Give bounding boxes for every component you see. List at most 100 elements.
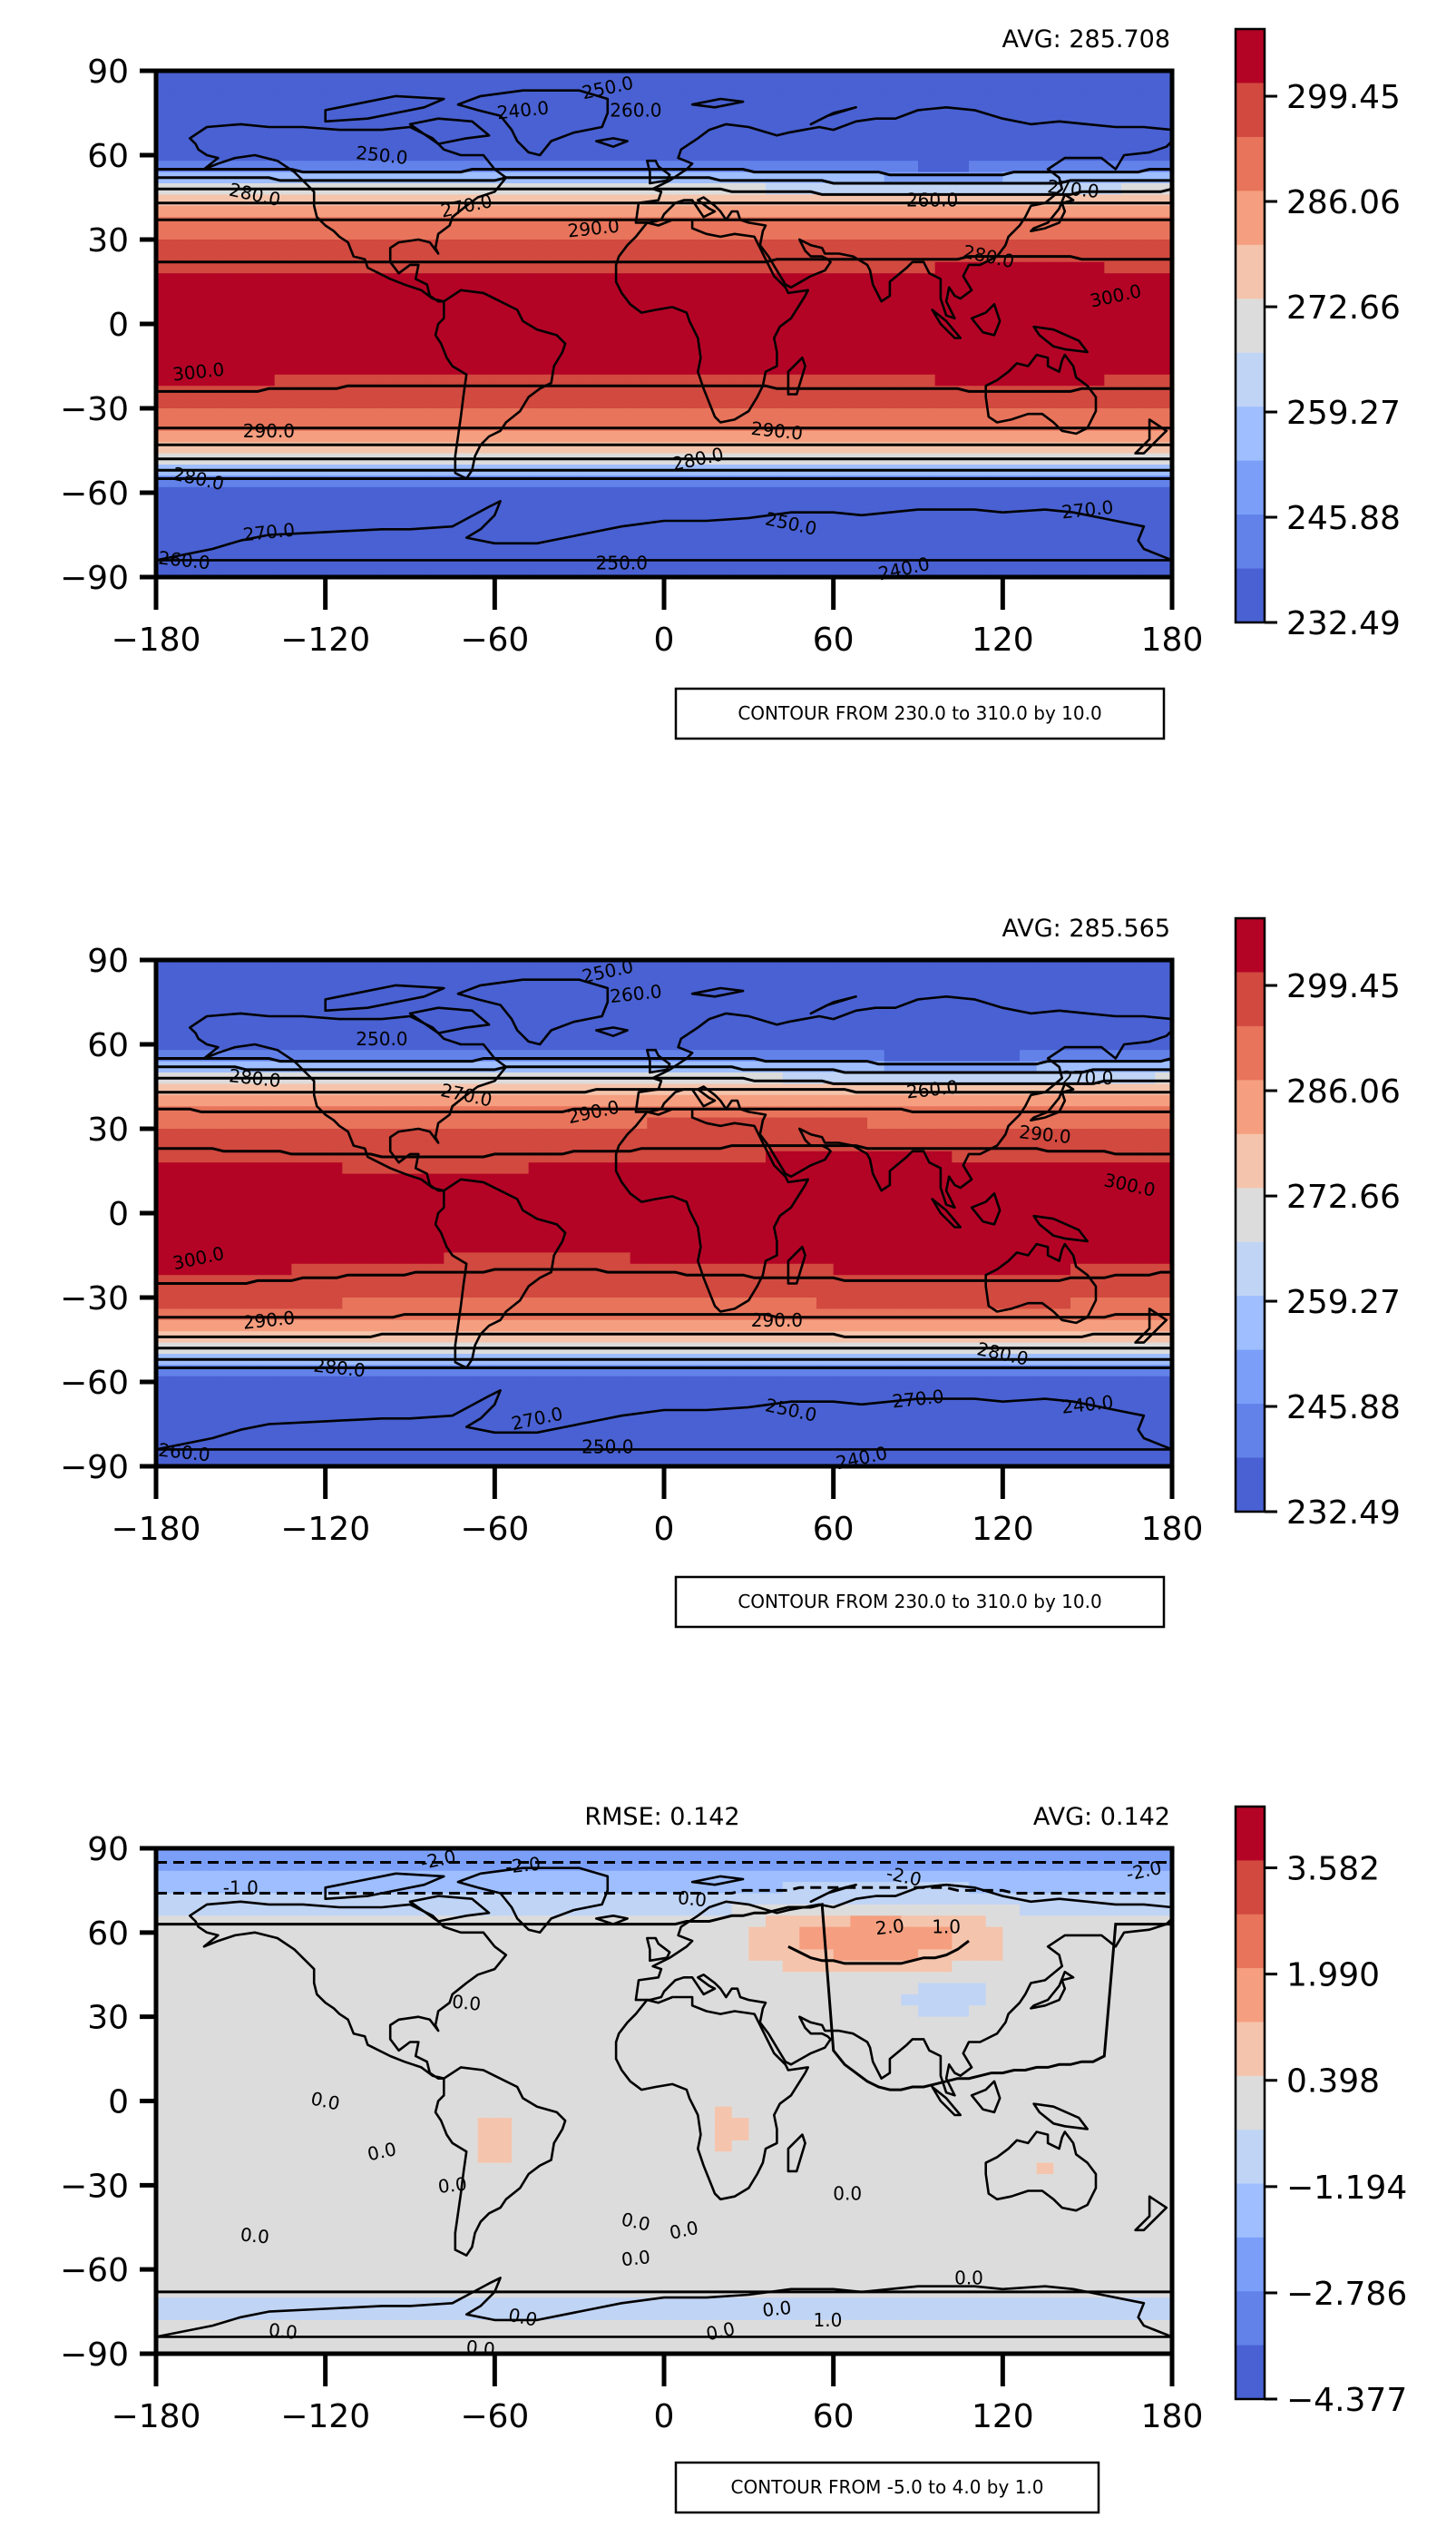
field-cell: [274, 1298, 292, 1309]
field-cell: [528, 340, 546, 353]
field-cell: [528, 971, 546, 984]
field-cell: [562, 1004, 581, 1017]
field-cell: [545, 82, 563, 94]
field-cell: [342, 340, 360, 353]
field-cell: [494, 352, 513, 364]
field-cell: [647, 115, 665, 128]
field-cell: [613, 363, 631, 376]
field-cell: [172, 1196, 191, 1209]
field-cell: [258, 960, 276, 972]
field-cell: [1138, 1219, 1156, 1231]
field-cell: [816, 340, 835, 353]
field-cell: [766, 149, 784, 162]
field-cell: [207, 430, 225, 443]
field-cell: [1036, 149, 1054, 162]
field-cell: [766, 971, 784, 984]
field-cell: [1020, 430, 1038, 443]
field-cell: [969, 982, 987, 994]
field-cell: [258, 93, 276, 105]
field-cell: [477, 1004, 495, 1017]
field-cell: [494, 228, 513, 240]
field-cell: [850, 982, 868, 994]
field-cell: [308, 228, 327, 240]
field-cell: [731, 352, 749, 364]
field-cell: [698, 1162, 716, 1175]
field-cell: [731, 1129, 749, 1141]
field-cell: [884, 543, 902, 555]
field-cell: [274, 1117, 292, 1130]
field-cell: [918, 363, 936, 376]
field-cell: [918, 205, 936, 218]
map-field: [156, 71, 1172, 577]
field-cell: [934, 960, 953, 972]
field-cell: [934, 1038, 953, 1051]
field-cell: [461, 329, 479, 342]
field-cell: [1070, 93, 1089, 105]
field-cell: [985, 183, 1003, 195]
field-cell: [799, 397, 817, 409]
field-cell: [393, 565, 411, 577]
field-cell: [376, 71, 394, 83]
field-cell: [596, 1173, 614, 1186]
colorbar-tick-label: 245.88: [1286, 500, 1401, 537]
field-cell: [223, 1275, 241, 1288]
field-cell: [647, 1117, 665, 1130]
field-cell: [952, 138, 970, 151]
colorbar-tick-label: 259.27: [1286, 395, 1401, 432]
field-cell: [985, 521, 1003, 533]
field-cell: [1036, 1229, 1054, 1242]
field-cell: [952, 374, 970, 387]
field-cell: [647, 565, 665, 577]
field-cell: [207, 1083, 225, 1096]
field-cell: [461, 430, 479, 443]
field-cell: [545, 250, 563, 263]
field-cell: [359, 1185, 377, 1197]
coastline-borneo: [970, 302, 1002, 337]
field-cell: [393, 1173, 411, 1186]
field-cell: [291, 1286, 309, 1298]
field-cell: [766, 982, 784, 994]
field-cell: [461, 419, 479, 432]
field-cell: [731, 408, 749, 420]
field-cell: [867, 1016, 885, 1028]
field-cell: [325, 318, 343, 330]
field-cell: [1020, 71, 1038, 83]
field-cell: [359, 1094, 377, 1107]
field-cell: [952, 296, 970, 308]
field-cell: [444, 1061, 462, 1073]
field-cell: [698, 486, 716, 499]
field-cell: [376, 1241, 394, 1253]
field-cell: [172, 1252, 191, 1265]
field-cell: [325, 982, 343, 994]
field-cell: [884, 194, 902, 207]
field-cell: [528, 82, 546, 94]
field-cell: [240, 1162, 259, 1175]
field-cell: [274, 1129, 292, 1141]
field-cell: [190, 363, 208, 376]
field-cell: [850, 1061, 868, 1073]
field-cell: [918, 284, 936, 297]
field-cell: [680, 127, 699, 139]
field-cell: [1121, 419, 1139, 432]
field-cell: [308, 521, 327, 533]
field-cell: [630, 250, 648, 263]
field-cell: [833, 93, 851, 105]
field-cell: [1002, 430, 1021, 443]
field-cell: [1087, 1050, 1105, 1063]
field-cell: [613, 960, 631, 972]
field-cell: [918, 1117, 936, 1130]
field-cell: [426, 374, 445, 387]
field-cell: [562, 1117, 581, 1130]
contour-note: CONTOUR FROM 230.0 to 310.0 by 10.0: [738, 702, 1101, 724]
field-cell: [291, 127, 309, 139]
field-cell: [884, 284, 902, 297]
field-cell: [867, 1219, 885, 1231]
field-cell: [1070, 971, 1089, 984]
field-cell: [1020, 543, 1038, 555]
y-tick-label: 0: [108, 307, 129, 344]
field-cell: [698, 419, 716, 432]
field-cell: [613, 273, 631, 286]
field-cell: [596, 1319, 614, 1332]
field-cell: [748, 1038, 767, 1051]
field-cell: [444, 115, 462, 128]
